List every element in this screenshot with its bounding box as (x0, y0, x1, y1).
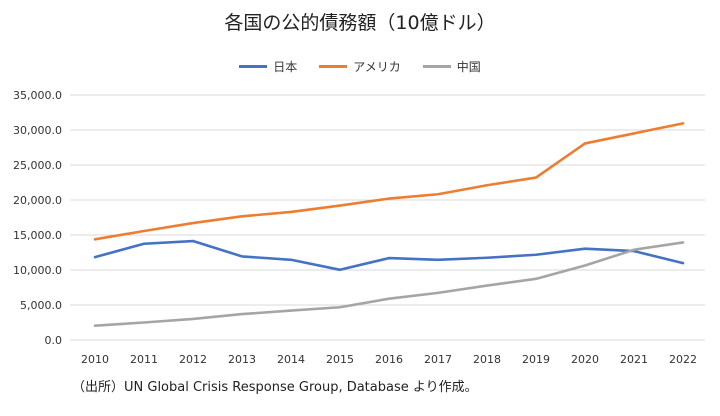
y-tick-label: 0.0 (45, 334, 63, 347)
x-tick-label: 2017 (424, 353, 452, 366)
y-tick-label: 30,000.0 (13, 124, 62, 137)
x-tick-label: 2015 (326, 353, 354, 366)
x-tick-label: 2018 (473, 353, 501, 366)
legend-label: 中国 (456, 60, 481, 74)
legend-label: アメリカ (353, 60, 401, 74)
y-tick-label: 10,000.0 (13, 264, 62, 277)
series-line-日本 (93, 239, 685, 272)
x-tick-label: 2019 (522, 353, 550, 366)
legend-label: 日本 (273, 60, 298, 74)
x-tick-label: 2011 (130, 353, 158, 366)
series-line-中国 (93, 241, 685, 327)
y-tick-label: 15,000.0 (13, 229, 62, 242)
series-line-アメリカ (93, 122, 685, 241)
legend-item-usa: アメリカ (319, 58, 401, 75)
chart-title: 各国の公的債務額（10億ドル） (224, 12, 496, 34)
legend: 日本 アメリカ 中国 (0, 58, 720, 75)
x-tick-label: 2020 (571, 353, 599, 366)
y-tick-label: 35,000.0 (13, 89, 62, 102)
x-tick-label: 2021 (620, 353, 648, 366)
legend-swatch (239, 65, 268, 68)
x-tick-label: 2022 (669, 353, 697, 366)
x-tick-label: 2012 (179, 353, 207, 366)
source-note: （出所）UN Global Crisis Response Group, Dat… (72, 380, 478, 395)
y-tick-label: 20,000.0 (13, 194, 62, 207)
legend-swatch (319, 65, 348, 68)
x-tick-label: 2013 (228, 353, 256, 366)
legend-swatch (422, 65, 451, 68)
legend-item-china: 中国 (422, 58, 481, 75)
x-tick-label: 2014 (277, 353, 305, 366)
legend-item-japan: 日本 (239, 58, 297, 75)
y-tick-label: 5,000.0 (20, 299, 62, 312)
y-tick-label: 25,000.0 (13, 159, 62, 172)
x-tick-label: 2016 (375, 353, 403, 366)
x-tick-label: 2010 (81, 353, 109, 366)
